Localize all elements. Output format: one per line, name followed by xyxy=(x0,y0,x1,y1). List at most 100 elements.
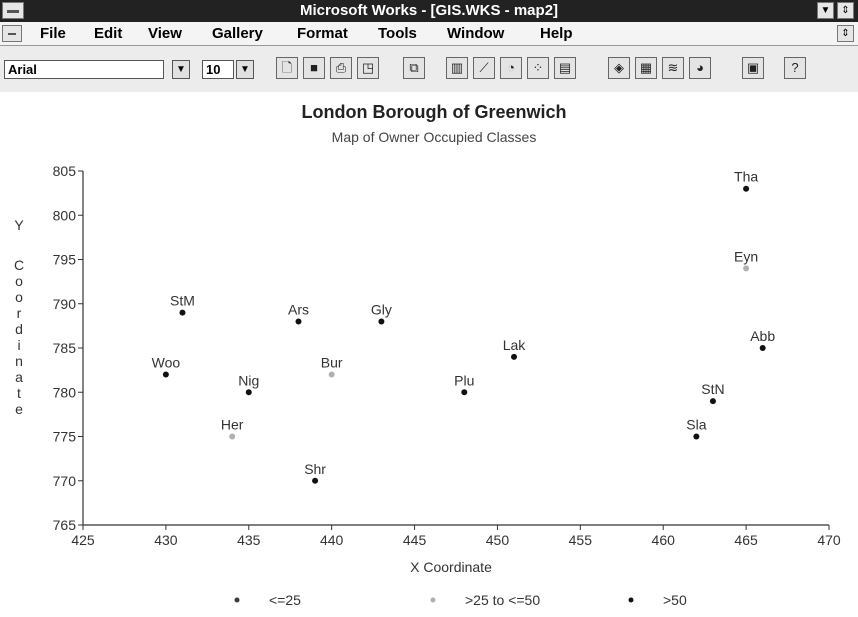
data-point xyxy=(461,389,468,396)
menu-tools[interactable]: Tools xyxy=(378,25,417,42)
legend-label: <=25 xyxy=(269,592,301,608)
x-tick-label: 445 xyxy=(403,532,427,548)
menu-bar: File Edit View Gallery Format Tools Wind… xyxy=(0,22,858,46)
system-menu-button[interactable] xyxy=(2,2,24,19)
data-point-label: Gly xyxy=(371,301,392,317)
y-tick-label: 805 xyxy=(53,163,77,179)
spreadsheet-button[interactable]: ▣ xyxy=(742,57,764,79)
data-point-label: Abb xyxy=(750,328,775,344)
data-point-label: Lak xyxy=(503,337,527,353)
legend: <=25 >25 to <=50 >50 xyxy=(234,592,687,608)
print-preview-button[interactable]: ◳ xyxy=(357,57,379,79)
scatter-chart: London Borough of Greenwich Map of Owner… xyxy=(14,102,841,608)
document-restore-button[interactable]: ⇕ xyxy=(837,25,854,42)
data-point-label: Bur xyxy=(321,355,343,371)
3d-bar-button[interactable]: ▦ xyxy=(635,57,657,79)
chart-title: London Borough of Greenwich xyxy=(302,102,567,122)
font-name-select[interactable]: Arial xyxy=(4,60,164,79)
combination-chart-icon: ▤ xyxy=(558,60,572,75)
x-tick-label: 450 xyxy=(486,532,510,548)
data-point xyxy=(179,309,186,316)
data-point-label: Nig xyxy=(238,372,259,388)
3d-area-icon: ◈ xyxy=(614,60,624,75)
menu-edit[interactable]: Edit xyxy=(94,25,123,42)
font-size-select[interactable]: 10 xyxy=(202,60,234,79)
y-tick-label: 770 xyxy=(53,473,77,489)
save-button[interactable]: ■ xyxy=(303,57,325,79)
3d-line-button[interactable]: ≋ xyxy=(662,57,684,79)
chevron-down-icon: ▼ xyxy=(240,64,250,75)
data-point xyxy=(245,389,252,396)
restore-button[interactable]: ⇕ xyxy=(837,2,854,19)
x-axis-label: X Coordinate xyxy=(410,559,492,575)
data-point-label: Woo xyxy=(152,355,181,371)
y-tick-label: 765 xyxy=(53,517,77,533)
menu-view[interactable]: View xyxy=(148,25,182,42)
menu-gallery[interactable]: Gallery xyxy=(212,25,263,42)
minimize-button[interactable]: ▼ xyxy=(817,2,834,19)
spreadsheet-icon: ▣ xyxy=(746,60,760,75)
scatter-chart-button[interactable]: ⁘ xyxy=(527,57,549,79)
print-button[interactable]: ⎙ xyxy=(330,57,352,79)
3d-pie-button[interactable]: ◕ xyxy=(689,57,711,79)
print-icon: ⎙ xyxy=(335,60,347,75)
document-menu-icon xyxy=(8,33,16,35)
new-button[interactable]: 🗋 xyxy=(276,57,298,79)
y-tick-label: 775 xyxy=(53,429,77,445)
x-tick-label: 465 xyxy=(734,532,758,548)
help-icon: ? xyxy=(791,60,799,75)
bar-chart-icon: ▥ xyxy=(450,60,464,75)
document-menu-button[interactable] xyxy=(2,25,22,42)
pie-chart-button[interactable]: ◔ xyxy=(500,57,522,79)
font-name-dropdown-button[interactable]: ▼ xyxy=(172,60,190,79)
print-preview-icon: ◳ xyxy=(361,60,375,75)
save-icon: ■ xyxy=(310,60,318,75)
help-button[interactable]: ? xyxy=(784,57,806,79)
data-point-label: Eyn xyxy=(734,248,758,264)
data-points: Eyn Bur Her Tha StM Ars Gly Abb Lak Woo Nig Plu StN S… xyxy=(152,169,775,484)
system-menu-icon xyxy=(7,10,19,13)
font-size-dropdown-button[interactable]: ▼ xyxy=(236,60,254,79)
data-point-label: StM xyxy=(170,293,195,309)
data-point xyxy=(229,433,236,440)
scatter-chart-icon: ⁘ xyxy=(532,60,544,75)
data-point xyxy=(759,345,766,351)
menu-format[interactable]: Format xyxy=(297,25,348,42)
data-point xyxy=(295,318,302,325)
new-icon: 🗋 xyxy=(281,60,293,75)
combination-chart-button[interactable]: ▤ xyxy=(554,57,576,79)
x-tick-label: 425 xyxy=(71,532,95,548)
3d-area-button[interactable]: ◈ xyxy=(608,57,630,79)
data-point xyxy=(162,371,169,378)
legend-label: >25 to <=50 xyxy=(465,592,540,608)
menu-file[interactable]: File xyxy=(40,25,66,42)
menu-help[interactable]: Help xyxy=(540,25,573,42)
3d-bar-icon: ▦ xyxy=(639,60,653,75)
data-point-label: Sla xyxy=(686,417,706,433)
data-point-label: Her xyxy=(221,417,244,433)
legend-marker xyxy=(628,597,634,603)
data-point xyxy=(743,265,750,272)
y-tick-label: 785 xyxy=(53,340,77,356)
chevron-down-icon: ▼ xyxy=(176,64,186,75)
x-tick-label: 455 xyxy=(569,532,593,548)
copy-format-button[interactable]: ⧉ xyxy=(403,57,425,79)
x-tick-label: 440 xyxy=(320,532,344,548)
y-tick-label: 800 xyxy=(53,207,77,223)
menu-window[interactable]: Window xyxy=(447,25,505,42)
legend-marker xyxy=(430,597,436,603)
data-point xyxy=(328,371,335,378)
data-point-label: Shr xyxy=(304,461,326,477)
x-tick-label: 470 xyxy=(817,532,841,548)
3d-pie-icon: ◕ xyxy=(696,60,704,75)
chart-area: London Borough of Greenwich Map of Owner… xyxy=(0,92,858,612)
bar-chart-button[interactable]: ▥ xyxy=(446,57,468,79)
chart-subtitle: Map of Owner Occupied Classes xyxy=(332,129,537,145)
copy-format-icon: ⧉ xyxy=(409,60,419,75)
x-tick-label: 430 xyxy=(154,532,178,548)
line-chart-button[interactable]: ⟋ xyxy=(473,57,495,79)
data-point xyxy=(312,477,319,484)
data-point xyxy=(693,433,700,440)
x-tick-label: 460 xyxy=(652,532,676,548)
